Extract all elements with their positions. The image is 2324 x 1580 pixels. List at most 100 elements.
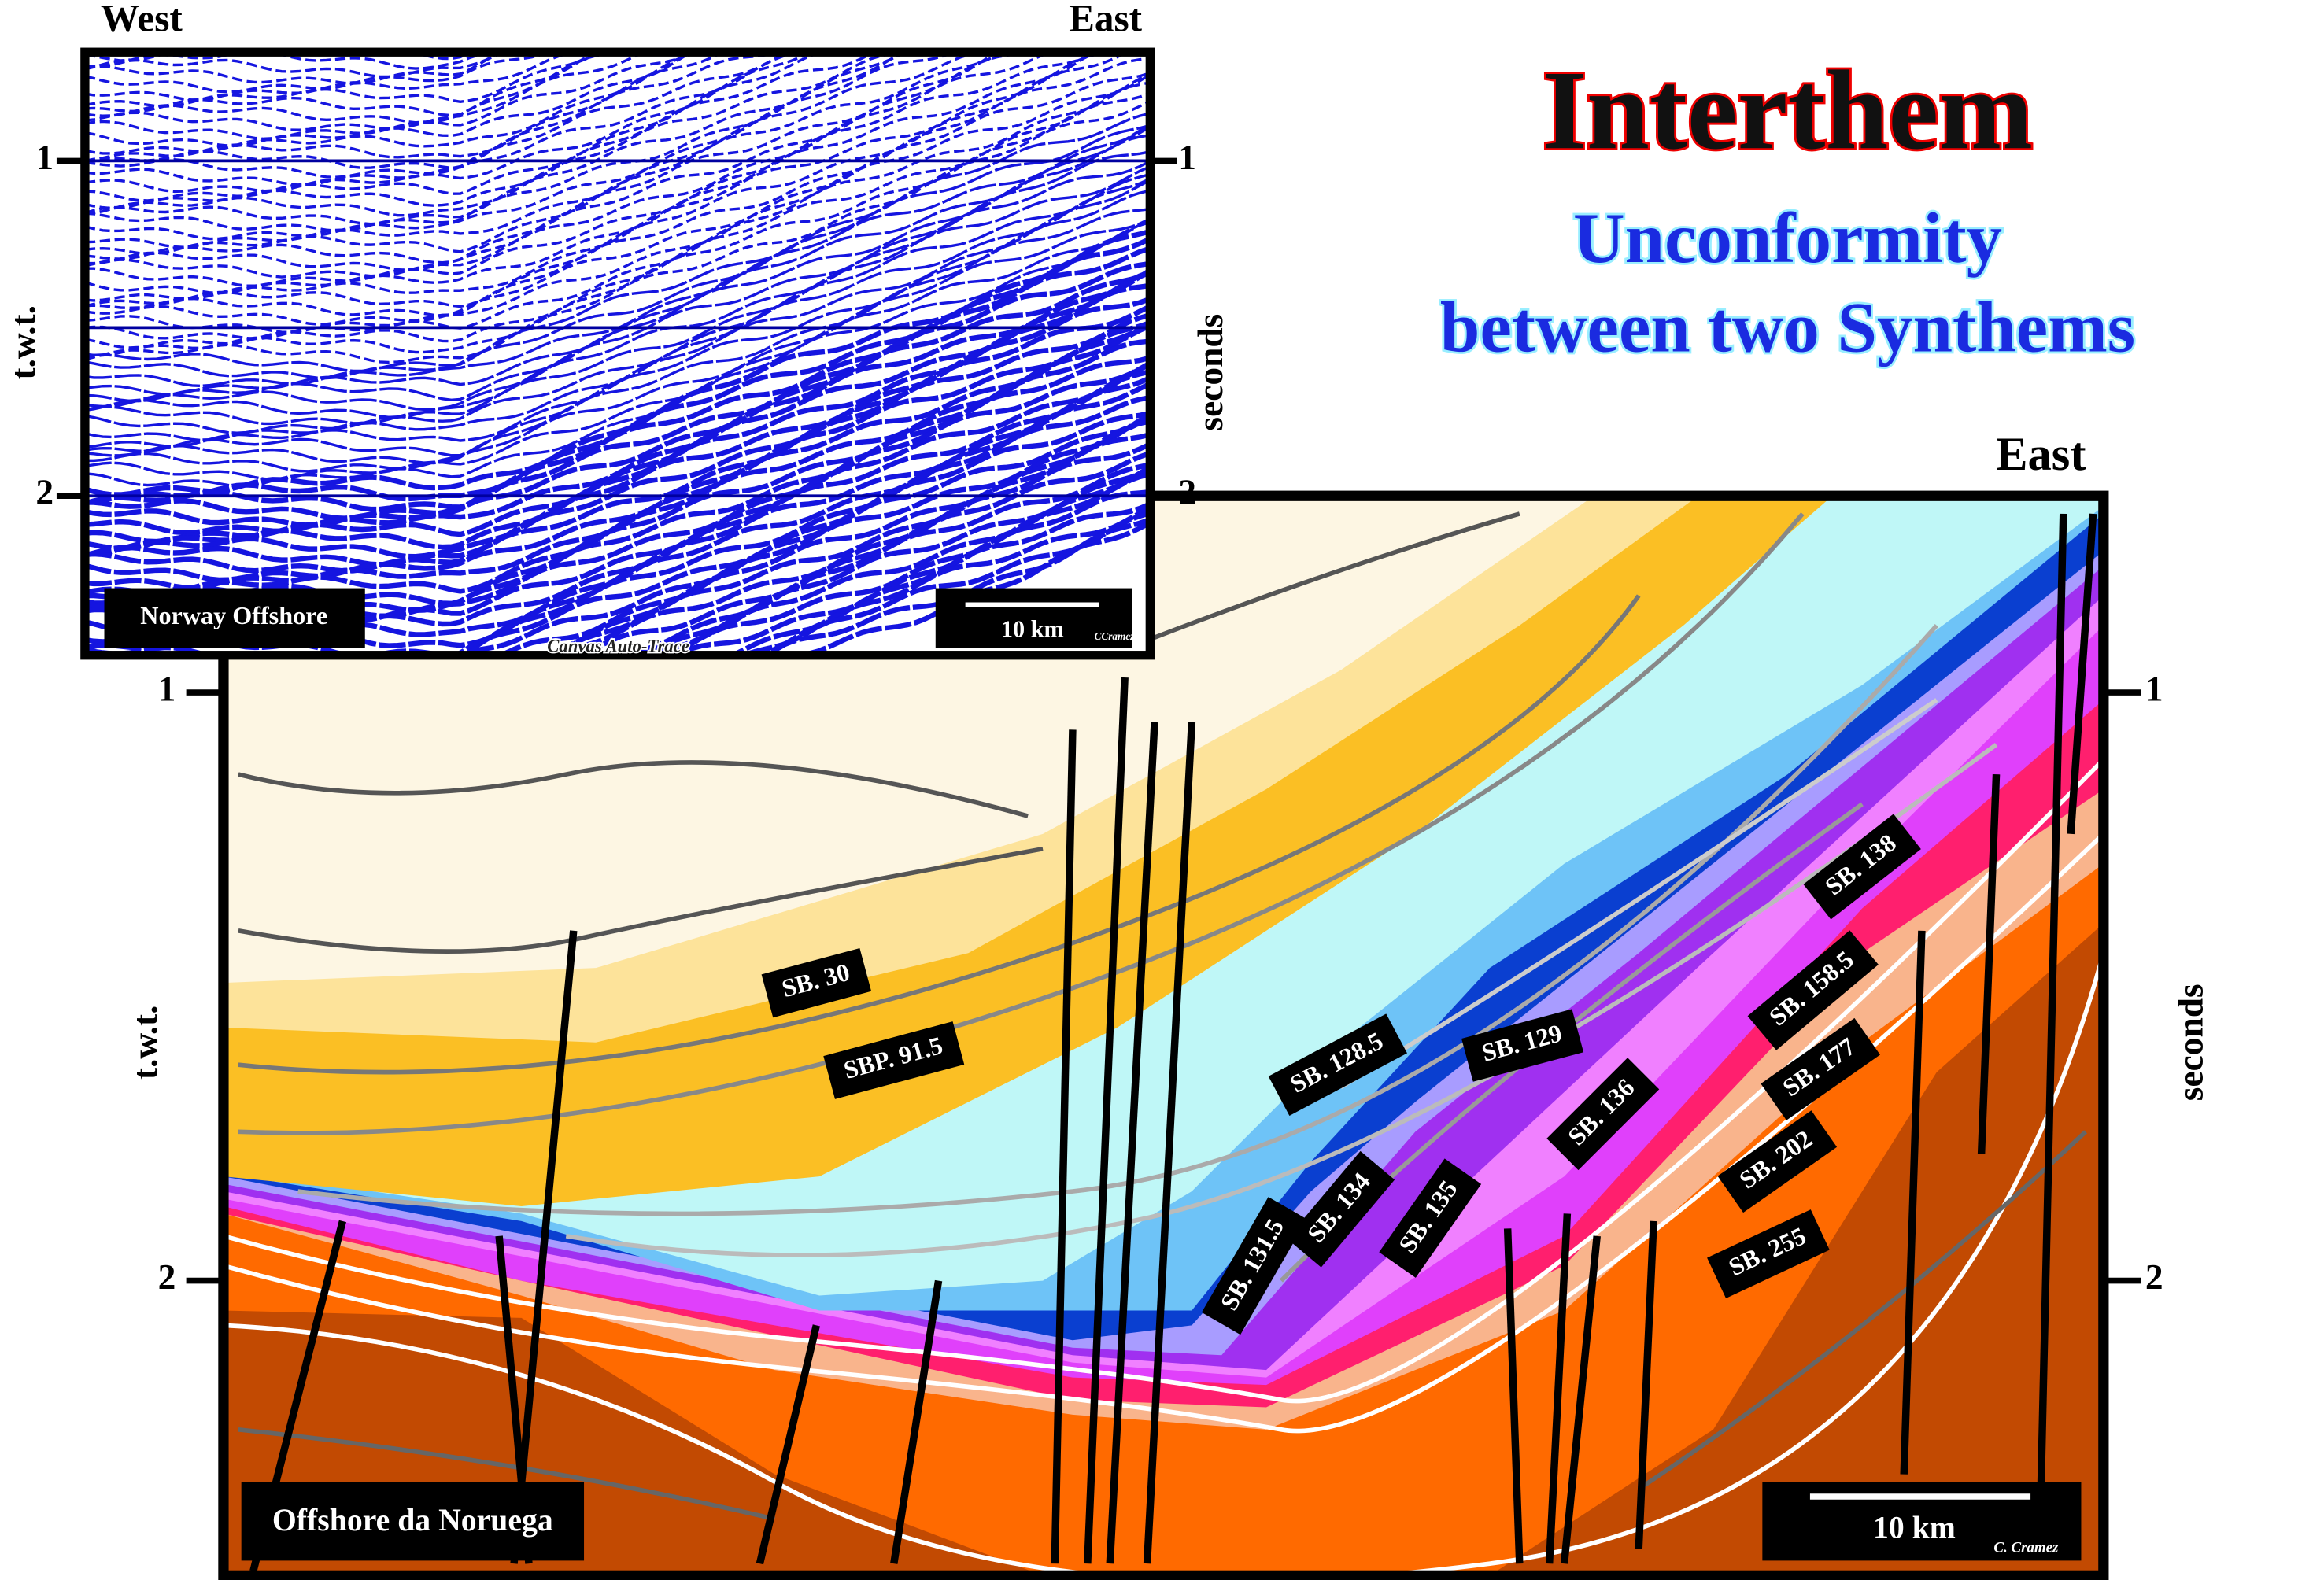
tick-label: 2	[35, 473, 54, 512]
reflector	[84, 52, 726, 163]
fault	[2067, 513, 2097, 835]
reflector	[84, 320, 1150, 583]
caption-box	[241, 1482, 585, 1561]
label-box	[1379, 1158, 1482, 1278]
fault	[1503, 1228, 1524, 1564]
horizon	[238, 1427, 775, 1522]
label-box	[1761, 1017, 1880, 1120]
fault	[1560, 1235, 1601, 1564]
horizon	[238, 846, 1044, 954]
horizon	[297, 623, 1938, 1216]
reflector	[84, 72, 1149, 326]
reflector	[84, 52, 789, 179]
fault	[1143, 722, 1196, 1564]
label-box	[1546, 1058, 1660, 1171]
axis-label: seconds	[2171, 984, 2211, 1101]
reflector	[84, 166, 1150, 426]
fault	[1051, 729, 1077, 1564]
label-box	[1461, 1009, 1584, 1082]
reflector	[84, 52, 648, 131]
reflector	[84, 52, 781, 170]
reflector	[84, 52, 827, 202]
reflector	[84, 52, 902, 217]
reflector	[134, 415, 1151, 655]
reflector	[84, 52, 597, 117]
reflector	[84, 52, 552, 94]
subtitle: Unconformity	[1573, 198, 2002, 278]
reflector	[84, 52, 503, 85]
fault	[1635, 1220, 1657, 1549]
horizon	[565, 742, 1998, 1257]
reflector	[84, 124, 1149, 380]
label-box	[1268, 1013, 1407, 1117]
reflector	[84, 312, 1150, 574]
reflector	[736, 506, 1150, 655]
fault	[510, 930, 578, 1564]
fault	[1977, 773, 2001, 1154]
reflector	[84, 52, 504, 79]
horizon	[223, 758, 2105, 1404]
label-box	[1803, 814, 1921, 920]
horizon	[1637, 1130, 2088, 1491]
reflector	[84, 52, 804, 186]
tick-label: 1	[2145, 669, 2163, 708]
reflector	[84, 57, 1149, 317]
reflector	[643, 465, 1151, 655]
subtitle: between two Synthems	[1440, 288, 2135, 367]
reflector	[641, 467, 1150, 655]
credit: C. Cramez	[1993, 1540, 2059, 1556]
panel-frame	[80, 47, 1155, 660]
horizon	[238, 760, 1029, 818]
credit: CCramez	[1095, 630, 1136, 642]
tick-label: 1	[1178, 138, 1196, 177]
horizon	[238, 594, 1641, 1075]
reflector	[545, 442, 1150, 655]
horizon	[1146, 511, 1520, 643]
reflector	[84, 52, 1000, 264]
fault	[1545, 1213, 1572, 1564]
horizon	[1339, 698, 1938, 1089]
reflector	[84, 218, 1150, 473]
reflector	[84, 246, 1150, 512]
reflector	[84, 305, 1150, 567]
seismic-panel: 1 1 2 2 t.w.t. seconds West East Norway Offshore…	[3, 0, 1230, 660]
label-box	[1717, 1110, 1838, 1213]
axis-label: seconds	[1191, 314, 1230, 431]
software-credit: Canvas Auto-Trace	[547, 636, 689, 655]
reflector	[84, 112, 1149, 373]
reflector	[573, 451, 1150, 655]
reflector	[84, 52, 1097, 295]
reflector	[84, 52, 957, 241]
label-box	[1201, 1197, 1307, 1335]
reflector	[84, 179, 1150, 449]
fault	[1084, 677, 1129, 1564]
reflector	[84, 52, 1113, 302]
reflector	[758, 511, 1150, 655]
direction-label: East	[1069, 0, 1143, 40]
reflector	[726, 502, 1150, 655]
axis-label: t.w.t.	[3, 305, 42, 380]
direction-label: West	[101, 0, 183, 40]
tick-label: 1	[158, 669, 176, 708]
reflector	[84, 189, 1149, 457]
label-box	[823, 1021, 965, 1099]
caption: Offshore da Noruega	[272, 1503, 553, 1538]
caption-box	[104, 588, 365, 648]
reflector	[84, 52, 878, 210]
reflector	[84, 52, 1131, 308]
reflector	[84, 52, 907, 232]
fault	[1900, 930, 1926, 1475]
fault	[2037, 513, 2067, 1490]
reflector	[84, 411, 1150, 655]
reflector	[84, 297, 1150, 559]
label-box	[1287, 1150, 1395, 1268]
tick-label: 2	[1178, 473, 1196, 512]
scale-label: 10 km	[1873, 1511, 1956, 1545]
scale-box	[935, 588, 1132, 648]
caption: Norway Offshore	[140, 601, 327, 629]
reflector	[84, 52, 625, 124]
tick-label: 2	[158, 1257, 176, 1297]
reflector	[84, 52, 1032, 272]
